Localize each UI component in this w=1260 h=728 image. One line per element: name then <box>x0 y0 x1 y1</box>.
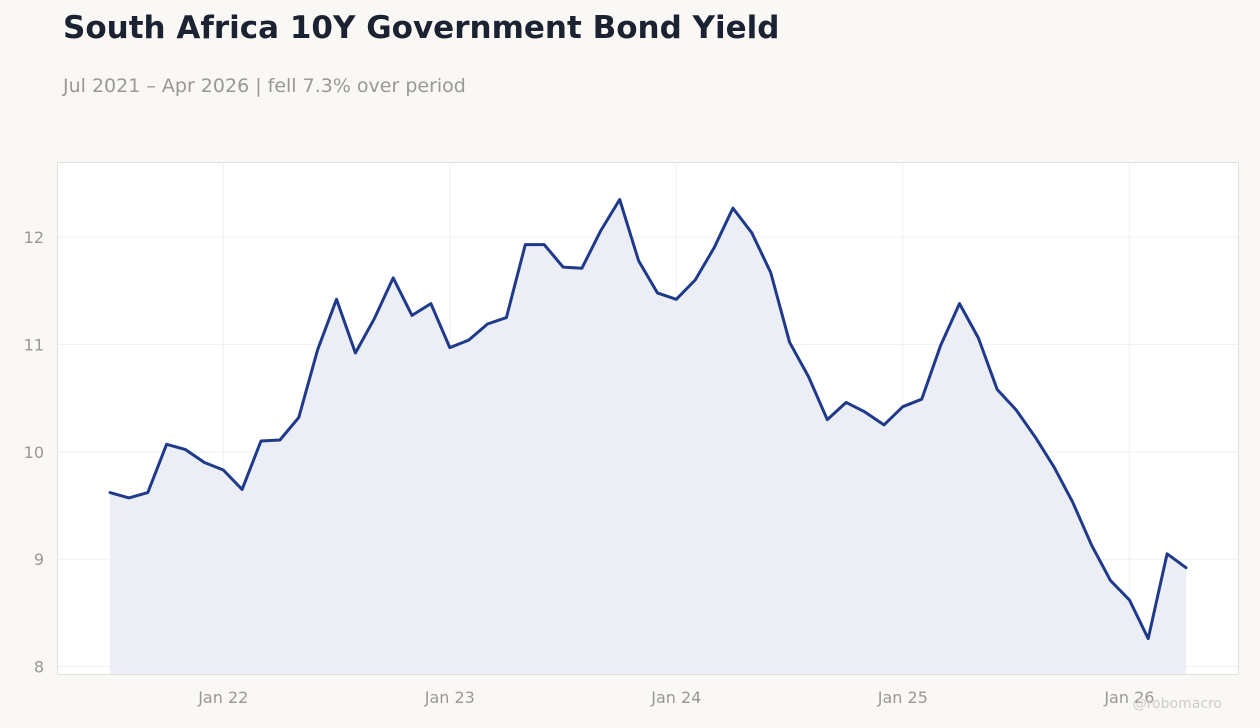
x-axis-ticks: Jan 22 Jan 23 Jan 24 Jan 25 Jan 26 <box>197 688 1154 707</box>
y-tick-label: 10 <box>24 443 44 462</box>
y-tick-label: 8 <box>34 657 44 676</box>
x-tick-label: Jan 24 <box>650 688 701 707</box>
x-tick-label: Jan 22 <box>197 688 248 707</box>
x-tick-label: Jan 26 <box>1103 688 1154 707</box>
y-tick-label: 12 <box>24 228 44 247</box>
x-tick-label: Jan 25 <box>877 688 928 707</box>
chart-subtitle: Jul 2021 – Apr 2026 | fell 7.3% over per… <box>63 75 466 97</box>
watermark: @robomacro <box>1132 696 1222 712</box>
chart-title: South Africa 10Y Government Bond Yield <box>63 10 780 46</box>
yield-line <box>108 198 1188 641</box>
yield-area-fill <box>110 199 1186 674</box>
y-tick-label: 11 <box>24 335 44 354</box>
y-tick-label: 9 <box>34 550 44 569</box>
y-axis-ticks: 8 9 10 11 12 <box>24 228 44 676</box>
x-tick-label: Jan 23 <box>424 688 475 707</box>
